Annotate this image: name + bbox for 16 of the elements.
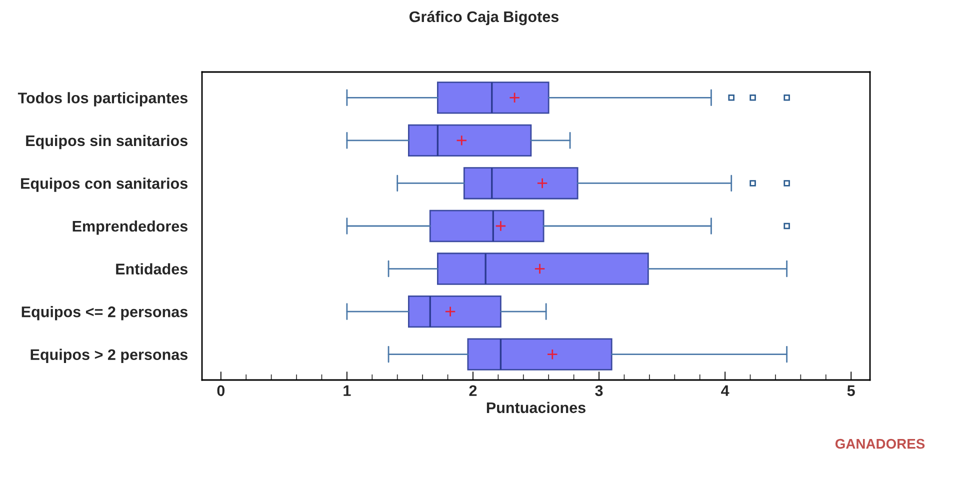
x-tick-label: 5 — [847, 385, 855, 396]
y-tick-label: Equipos sin sanitarios — [26, 134, 188, 150]
x-axis-title: Puntuaciones — [486, 402, 586, 414]
y-tick-label: Equipos <= 2 personas — [22, 306, 188, 320]
x-tick-label: 1 — [344, 385, 351, 396]
x-tick-label: 0 — [217, 385, 225, 396]
y-tick-label: Equipos con sanitarios — [21, 178, 188, 192]
x-tick-label: 3 — [595, 385, 603, 396]
x-tick-label: 2 — [469, 385, 477, 396]
chart-title: Gráfico Caja Bigotes — [409, 10, 559, 26]
y-tick-label: Equipos > 2 personas — [30, 348, 188, 364]
y-tick-label: Entidades — [116, 263, 188, 274]
text: GANADORES — [835, 438, 925, 449]
x-tick-label: 4 — [721, 385, 730, 396]
y-tick-label: Todos los participantes — [18, 92, 188, 106]
y-tick-label: Emprendedores — [72, 220, 188, 235]
